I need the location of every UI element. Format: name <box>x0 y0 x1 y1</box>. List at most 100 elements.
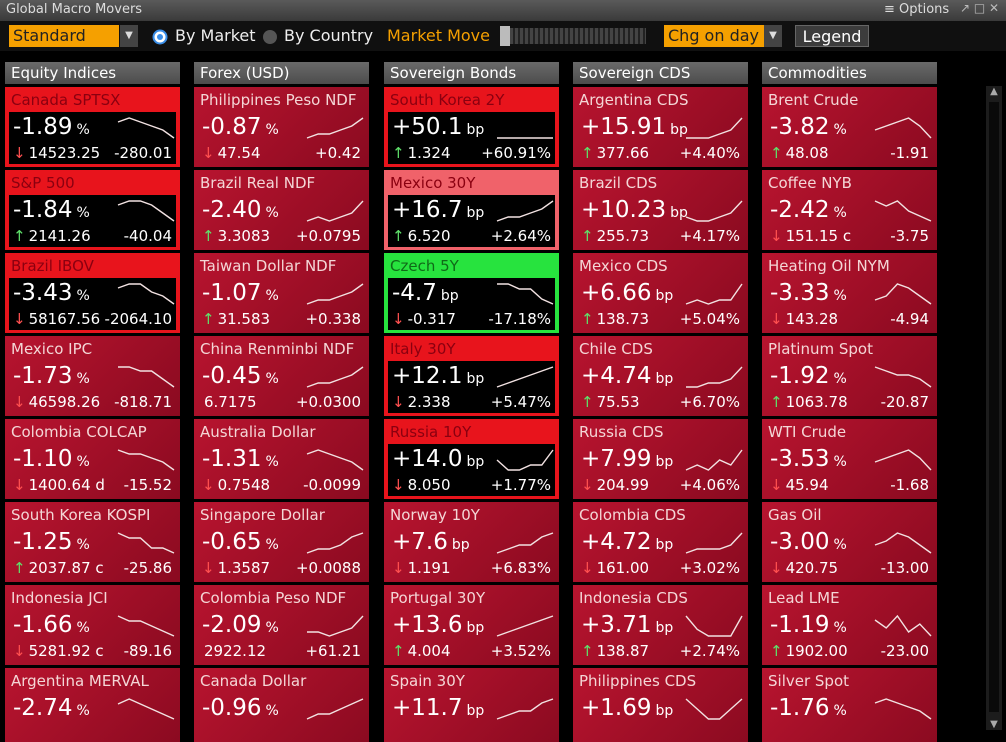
dropdown-arrow[interactable]: ▼ <box>764 25 782 47</box>
change-value: -1.07 <box>202 280 262 306</box>
tile[interactable]: South Korea KOSPI -1.25% ↑ 2037.87 c -25.86 <box>5 502 180 582</box>
change: +3.71 bp <box>581 612 673 638</box>
arrow: ↓ <box>13 310 26 328</box>
unit: % <box>833 703 847 719</box>
net-change: -13.00 <box>880 559 929 577</box>
window-controls[interactable]: ↗ □ ✕ <box>960 1 1000 15</box>
tile[interactable]: Italy 30Y +12.1 bp ↓ 2.338 +5.47% <box>384 336 559 416</box>
tile[interactable]: Mexico 30Y +16.7 bp ↑ 6.520 +2.64% <box>384 170 559 250</box>
scroll-up[interactable]: ▲ <box>990 86 998 97</box>
arrow: ↓ <box>392 559 405 577</box>
tile[interactable]: Argentina MERVAL -2.74% <box>5 668 180 742</box>
tile[interactable]: Brazil IBOV -3.43% ↓ 58167.56 -2064.10 <box>5 253 180 333</box>
bottom-row: ↓ 1.191 +6.83% <box>392 559 551 577</box>
tile[interactable]: Lead LME -1.19% ↑ 1902.00 -23.00 <box>762 585 937 665</box>
sparkline <box>685 449 743 471</box>
change: +7.99 bp <box>581 446 673 472</box>
unit: bp <box>655 371 674 387</box>
unit: % <box>265 537 279 553</box>
tile[interactable]: Brazil Real NDF -2.40% ↑ 3.3083 +0.0795 <box>194 170 369 250</box>
sparkline-path <box>496 449 554 471</box>
arrow: ↓ <box>581 476 594 494</box>
title-bar: Global Macro Movers ≡ Options ↗ □ ✕ <box>0 0 1006 21</box>
slider-thumb[interactable] <box>500 26 510 46</box>
tile-name: S&P 500 <box>11 174 75 192</box>
change: +15.91 bp <box>581 114 688 140</box>
tile[interactable]: Indonesia JCI -1.66% ↓ 5281.92 c -89.16 <box>5 585 180 665</box>
net-change: +4.06% <box>679 476 740 494</box>
view-dropdown[interactable]: Standard <box>9 25 119 47</box>
tile[interactable]: Colombia Peso NDF -2.09% 2922.12 +61.21 <box>194 585 369 665</box>
tile[interactable]: Australia Dollar -1.31% ↓ 0.7548 -0.0099 <box>194 419 369 499</box>
change: -3.33% <box>770 280 847 306</box>
sparkline-path <box>685 449 743 471</box>
change: -1.25% <box>13 529 90 555</box>
sparkline-path <box>497 283 554 305</box>
unit: bp <box>451 537 470 553</box>
radio-selected[interactable] <box>152 29 168 45</box>
tile[interactable]: Brazil CDS +10.23 bp ↑ 255.73 +4.17% <box>573 170 748 250</box>
tile-body: +4.74 bp ↑ 75.53 +6.70% <box>577 361 744 413</box>
sparkline <box>686 366 743 388</box>
tile[interactable]: Mexico IPC -1.73% ↓ 46598.26 -818.71 <box>5 336 180 416</box>
bottom-row: ↓ 14523.25 -280.01 <box>13 144 172 162</box>
tile[interactable]: Russia CDS +7.99 bp ↓ 204.99 +4.06% <box>573 419 748 499</box>
scroll-down[interactable]: ▼ <box>990 719 998 730</box>
tile[interactable]: Philippines CDS +1.69 bp <box>573 668 748 742</box>
tile[interactable]: South Korea 2Y +50.1 bp ↑ 1.324 +60.91% <box>384 87 559 167</box>
tile[interactable]: Brent Crude -3.82% ↑ 48.08 -1.91 <box>762 87 937 167</box>
tile[interactable]: Argentina CDS +15.91 bp ↑ 377.66 +4.40% <box>573 87 748 167</box>
change-dropdown[interactable]: Chg on day <box>664 25 764 47</box>
tile[interactable]: Canada Dollar -0.96% <box>194 668 369 742</box>
options-menu[interactable]: ≡ Options <box>884 2 950 17</box>
price: 31.583 <box>217 310 271 328</box>
arrow: ↑ <box>581 227 594 245</box>
tile[interactable]: Czech 5Y -4.7 bp ↓ -0.317 -17.18% <box>384 253 559 333</box>
tile[interactable]: China Renminbi NDF -0.45% 6.7175 +0.0300 <box>194 336 369 416</box>
tile[interactable]: Chile CDS +4.74 bp ↑ 75.53 +6.70% <box>573 336 748 416</box>
tile[interactable]: Russia 10Y +14.0 bp ↓ 8.050 +1.77% <box>384 419 559 499</box>
tile[interactable]: Portugal 30Y +13.6 bp ↑ 4.004 +3.52% <box>384 585 559 665</box>
arrow: ↓ <box>581 559 594 577</box>
tile[interactable]: Philippines Peso NDF -0.87% ↓ 47.54 +0.42 <box>194 87 369 167</box>
tile[interactable]: Platinum Spot -1.92% ↑ 1063.78 -20.87 <box>762 336 937 416</box>
price: 420.75 <box>785 559 839 577</box>
scroll-track[interactable] <box>989 102 999 712</box>
tile[interactable]: Coffee NYB -2.42% ↓ 151.15 c -3.75 <box>762 170 937 250</box>
radio-label[interactable]: By Country <box>284 26 374 45</box>
change-value: +50.1 <box>392 114 463 140</box>
tile[interactable]: Gas Oil -3.00% ↓ 420.75 -13.00 <box>762 502 937 582</box>
radio[interactable] <box>262 29 278 45</box>
sparkline-path <box>685 698 743 720</box>
tile[interactable]: Silver Spot -1.76% <box>762 668 937 742</box>
tile[interactable]: Indonesia CDS +3.71 bp ↑ 138.87 +2.74% <box>573 585 748 665</box>
radio-label[interactable]: By Market <box>175 26 256 45</box>
tile[interactable]: WTI Crude -3.53% ↓ 45.94 -1.68 <box>762 419 937 499</box>
dropdown-arrow[interactable]: ▼ <box>120 25 138 47</box>
tile[interactable]: Colombia CDS +4.72 bp ↓ 161.00 +3.02% <box>573 502 748 582</box>
tile[interactable]: Taiwan Dollar NDF -1.07% ↑ 31.583 +0.338 <box>194 253 369 333</box>
unit: bp <box>466 703 485 719</box>
arrow: ↓ <box>202 144 215 162</box>
slider[interactable] <box>500 26 646 46</box>
tile[interactable]: Colombia COLCAP -1.10% ↓ 1400.64 d -15.52 <box>5 419 180 499</box>
tile[interactable]: Canada SPTSX -1.89% ↓ 14523.25 -280.01 <box>5 87 180 167</box>
change-value: -1.73 <box>13 363 73 389</box>
tile[interactable]: S&P 500 -1.84% ↑ 2141.26 -40.04 <box>5 170 180 250</box>
tile-name: Colombia COLCAP <box>11 423 147 441</box>
tile[interactable]: Mexico CDS +6.66 bp ↑ 138.73 +5.04% <box>573 253 748 333</box>
scrollbar[interactable]: ▲ ▼ <box>986 86 1002 730</box>
tile[interactable]: Singapore Dollar -0.65% ↓ 1.3587 +0.0088 <box>194 502 369 582</box>
net-change: +2.74% <box>679 642 740 660</box>
tile[interactable]: Heating Oil NYM -3.33% ↓ 143.28 -4.94 <box>762 253 937 333</box>
change: -1.10% <box>13 446 90 472</box>
tile-body: +16.7 bp ↑ 6.520 +2.64% <box>388 195 555 247</box>
tile[interactable]: Norway 10Y +7.6 bp ↓ 1.191 +6.83% <box>384 502 559 582</box>
change: -1.66% <box>13 612 90 638</box>
change-value: -0.45 <box>202 363 262 389</box>
tile[interactable]: Spain 30Y +11.7 bp <box>384 668 559 742</box>
tile-name: Indonesia CDS <box>579 589 688 607</box>
change-value: -1.84 <box>13 197 73 223</box>
legend-button[interactable]: Legend <box>795 25 869 47</box>
unit: bp <box>655 537 674 553</box>
